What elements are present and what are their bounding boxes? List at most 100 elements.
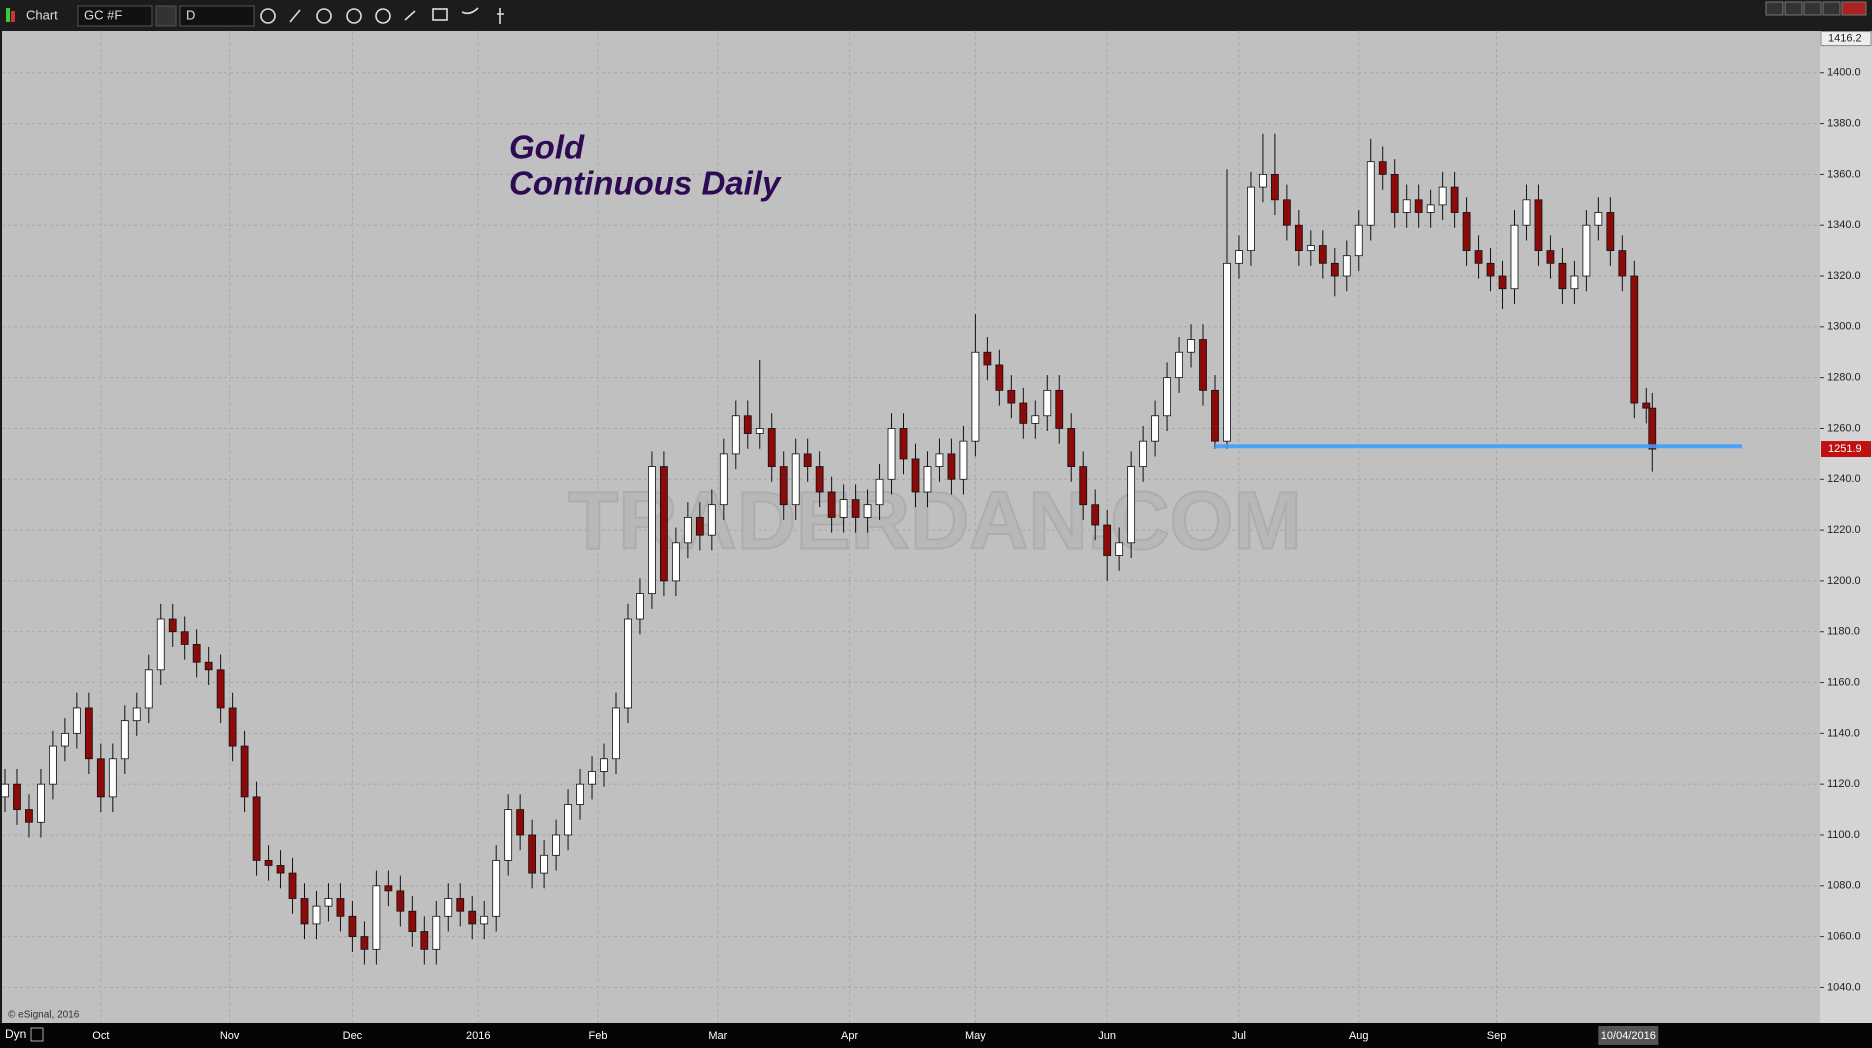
candle-body [504, 809, 513, 861]
watermark: TRADERDAN.COM [568, 476, 1301, 567]
interval-box[interactable] [179, 5, 255, 27]
y-tick-label: 1100.0 [1827, 829, 1860, 841]
candle-body [276, 865, 285, 874]
y-tick-label: 1380.0 [1827, 117, 1861, 129]
candle-body [1630, 275, 1639, 404]
y-tick-label: 1300.0 [1827, 321, 1861, 333]
candle-body [1199, 339, 1207, 391]
candle-body [456, 898, 465, 912]
candle-body [372, 885, 381, 950]
candle-body [1618, 250, 1627, 277]
candle-body [683, 516, 692, 544]
y-tick-label: 1200.0 [1827, 575, 1861, 587]
mode-button[interactable] [30, 1027, 44, 1042]
candle-body [13, 783, 21, 810]
candle-body [600, 758, 608, 772]
candle-body [743, 415, 752, 434]
candle-body [660, 466, 668, 582]
date-marker-box [1598, 1026, 1659, 1045]
candle-body [37, 783, 45, 823]
x-tick-label: Oct [92, 1030, 109, 1042]
candle-body [983, 351, 992, 366]
candle-body [312, 905, 321, 925]
candle-body [1187, 339, 1195, 353]
candle-body [1438, 186, 1447, 206]
candle-body [156, 618, 165, 671]
candle-body [1067, 428, 1076, 467]
candle-body [480, 915, 489, 925]
candle-body [348, 915, 357, 938]
candle-body [1462, 212, 1471, 252]
candle-body [1151, 415, 1159, 442]
candle-body [839, 499, 848, 518]
candle-body [444, 898, 453, 917]
y-tick-label: 1080.0 [1827, 880, 1861, 892]
candle-body [420, 931, 429, 950]
candle-body [851, 499, 860, 518]
window-buttons[interactable] [1765, 1, 1867, 16]
candle-body [695, 516, 704, 536]
candle-body [1043, 389, 1052, 417]
time-axis [0, 1023, 1872, 1048]
candle-body [1558, 262, 1567, 290]
candle-body [432, 915, 441, 950]
y-tick-label: 1140.0 [1827, 727, 1860, 739]
candle-body [1474, 250, 1483, 264]
candle-body [1235, 250, 1243, 264]
y-tick-label: 1320.0 [1827, 270, 1861, 282]
candle-body [1294, 224, 1303, 252]
x-tick-label: Aug [1349, 1030, 1369, 1042]
candle-body [1606, 212, 1615, 252]
y-tick-label: 1120.0 [1827, 778, 1860, 790]
candle-body [1378, 161, 1387, 175]
candle-body [192, 644, 201, 663]
candle-body [959, 440, 968, 480]
candle-body [1342, 255, 1351, 277]
candle-body [1175, 351, 1183, 379]
candle-body [1402, 199, 1411, 213]
candle-body [1354, 224, 1363, 257]
x-tick-label: Dec [343, 1030, 363, 1042]
symbol-button[interactable] [155, 5, 177, 27]
candle-body [72, 707, 81, 734]
x-tick-label: Feb [589, 1030, 608, 1042]
candle-body [1582, 224, 1591, 277]
copyright: © eSignal, 2016 [8, 1010, 80, 1021]
y-tick-label: 1340.0 [1827, 219, 1861, 231]
y-tick-label: 1280.0 [1827, 372, 1861, 384]
candle-body [923, 466, 932, 493]
interval[interactable]: D [186, 7, 195, 22]
app-icon [11, 11, 15, 22]
chart-title: Gold [509, 129, 585, 166]
candle-body [528, 834, 537, 874]
candle-body [336, 898, 345, 917]
candle-body [1330, 262, 1339, 277]
candle-body [719, 453, 728, 506]
symbol[interactable]: GC #F [84, 7, 122, 22]
candle-body [1139, 440, 1148, 467]
x-tick-label: Jun [1098, 1030, 1116, 1042]
candle-body [1223, 262, 1231, 442]
candle-body [1594, 212, 1603, 226]
candle-body [1522, 199, 1531, 226]
candle-body [1031, 415, 1040, 424]
candle-body [360, 936, 369, 950]
x-tick-label: 2016 [466, 1030, 490, 1042]
candle-body [516, 809, 525, 836]
candle-body [1007, 389, 1016, 404]
candle-body [755, 428, 764, 434]
candle-body [1259, 173, 1267, 188]
grid [2, 30, 1820, 1023]
candle-body [1127, 466, 1136, 544]
candle-body [168, 618, 177, 633]
symbol-box[interactable] [77, 5, 153, 27]
candle-body [1115, 542, 1124, 556]
x-tick-label: Jul [1232, 1030, 1246, 1042]
candle-body [947, 453, 956, 480]
x-tick-label: Sep [1487, 1030, 1507, 1042]
candle-body [1163, 377, 1171, 417]
toolbar-icons[interactable] [260, 7, 504, 24]
candle-body [1426, 204, 1435, 213]
candle-body [132, 707, 141, 722]
